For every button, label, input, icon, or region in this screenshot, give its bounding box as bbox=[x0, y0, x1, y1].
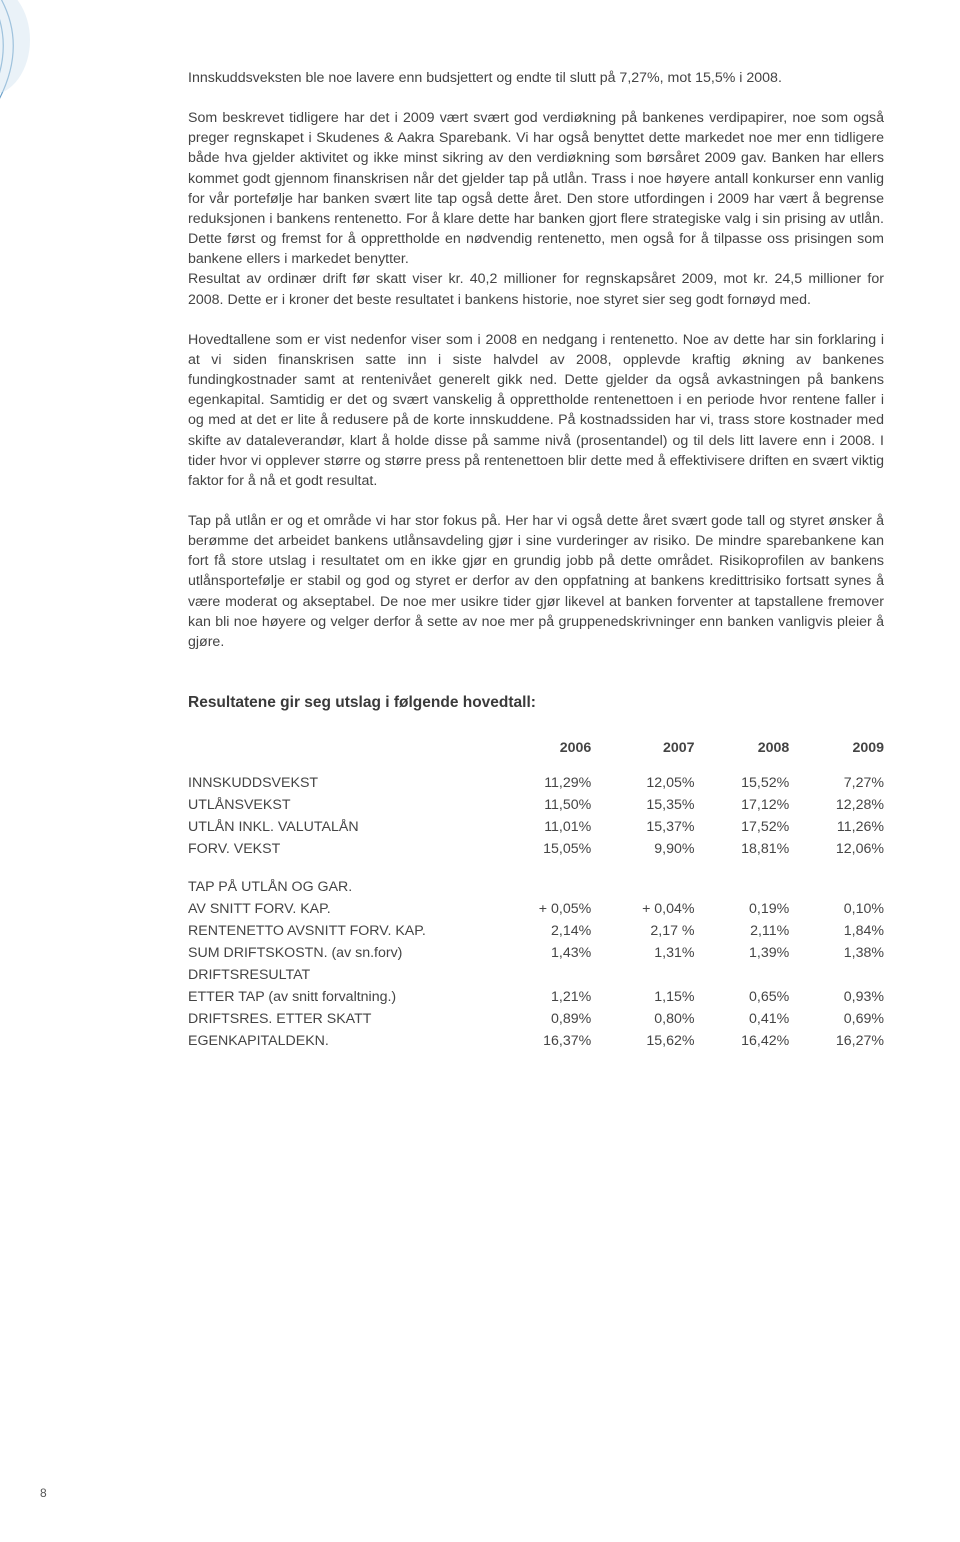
row-value: 1,38% bbox=[789, 942, 884, 964]
row-label: AV SNITT FORV. KAP. bbox=[188, 898, 488, 920]
row-label: ETTER TAP (av snitt forvaltning.) bbox=[188, 986, 488, 1008]
page-number: 8 bbox=[40, 1486, 47, 1500]
table-row: ETTER TAP (av snitt forvaltning.)1,21%1,… bbox=[188, 986, 884, 1008]
table-row: INNSKUDDSVEKST11,29%12,05%15,52%7,27% bbox=[188, 772, 884, 794]
row-value: + 0,05% bbox=[488, 898, 591, 920]
row-value: 17,52% bbox=[695, 816, 790, 838]
table-heading: Resultatene gir seg utslag i følgende ho… bbox=[188, 694, 884, 712]
row-value: 1,39% bbox=[695, 942, 790, 964]
paragraph-2: Som beskrevet tidligere har det i 2009 v… bbox=[188, 108, 884, 269]
row-value: 17,12% bbox=[695, 794, 790, 816]
row-value: 11,50% bbox=[488, 794, 591, 816]
paragraph-4: Hovedtallene som er vist nedenfor viser … bbox=[188, 330, 884, 491]
row-value bbox=[789, 876, 884, 898]
side-ornament bbox=[0, 0, 70, 120]
row-value: 16,42% bbox=[695, 1030, 790, 1052]
row-label: TAP PÅ UTLÅN OG GAR. bbox=[188, 876, 488, 898]
row-value: 15,62% bbox=[591, 1030, 694, 1052]
table-spacer bbox=[188, 860, 884, 876]
row-value bbox=[488, 964, 591, 986]
row-value bbox=[591, 964, 694, 986]
row-value: 15,37% bbox=[591, 816, 694, 838]
row-value: 12,28% bbox=[789, 794, 884, 816]
row-value: 0,19% bbox=[695, 898, 790, 920]
row-value: 2,11% bbox=[695, 920, 790, 942]
row-value: 2,14% bbox=[488, 920, 591, 942]
table-row: AV SNITT FORV. KAP.+ 0,05%+ 0,04%0,19%0,… bbox=[188, 898, 884, 920]
row-value: 1,21% bbox=[488, 986, 591, 1008]
row-value: 0,89% bbox=[488, 1008, 591, 1030]
row-value bbox=[789, 964, 884, 986]
row-value: 0,65% bbox=[695, 986, 790, 1008]
row-value: 0,93% bbox=[789, 986, 884, 1008]
table-header-row: 2006 2007 2008 2009 bbox=[188, 736, 884, 772]
table-header-empty bbox=[188, 736, 488, 772]
row-label: UTLÅNSVEKST bbox=[188, 794, 488, 816]
row-label: EGENKAPITALDEKN. bbox=[188, 1030, 488, 1052]
row-value: 12,06% bbox=[789, 838, 884, 860]
paragraph-1: Innskuddsveksten ble noe lavere enn buds… bbox=[188, 68, 884, 88]
row-value: + 0,04% bbox=[591, 898, 694, 920]
table-row: RENTENETTO AVSNITT FORV. KAP.2,14%2,17 %… bbox=[188, 920, 884, 942]
table-row: EGENKAPITALDEKN.16,37%15,62%16,42%16,27% bbox=[188, 1030, 884, 1052]
row-label: FORV. VEKST bbox=[188, 838, 488, 860]
row-value: 9,90% bbox=[591, 838, 694, 860]
row-value: 18,81% bbox=[695, 838, 790, 860]
table-row: DRIFTSRES. ETTER SKATT0,89%0,80%0,41%0,6… bbox=[188, 1008, 884, 1030]
row-label: SUM DRIFTSKOSTN. (av sn.forv) bbox=[188, 942, 488, 964]
table-row: TAP PÅ UTLÅN OG GAR. bbox=[188, 876, 884, 898]
col-2007: 2007 bbox=[591, 736, 694, 772]
table-row: FORV. VEKST15,05%9,90%18,81%12,06% bbox=[188, 838, 884, 860]
row-value: 1,31% bbox=[591, 942, 694, 964]
row-label: RENTENETTO AVSNITT FORV. KAP. bbox=[188, 920, 488, 942]
table-row: DRIFTSRESULTAT bbox=[188, 964, 884, 986]
results-table: 2006 2007 2008 2009 INNSKUDDSVEKST11,29%… bbox=[188, 736, 884, 1052]
table-row: SUM DRIFTSKOSTN. (av sn.forv)1,43%1,31%1… bbox=[188, 942, 884, 964]
row-value: 1,84% bbox=[789, 920, 884, 942]
paragraph-3: Resultat av ordinær drift før skatt vise… bbox=[188, 269, 884, 309]
row-label: UTLÅN INKL. VALUTALÅN bbox=[188, 816, 488, 838]
content-area: Innskuddsveksten ble noe lavere enn buds… bbox=[188, 68, 884, 1052]
row-value: 15,52% bbox=[695, 772, 790, 794]
row-value: 0,10% bbox=[789, 898, 884, 920]
row-value: 7,27% bbox=[789, 772, 884, 794]
row-label: DRIFTSRES. ETTER SKATT bbox=[188, 1008, 488, 1030]
row-value bbox=[591, 876, 694, 898]
row-value: 0,80% bbox=[591, 1008, 694, 1030]
row-label: DRIFTSRESULTAT bbox=[188, 964, 488, 986]
row-value: 11,26% bbox=[789, 816, 884, 838]
paragraph-5: Tap på utlån er og et område vi har stor… bbox=[188, 511, 884, 652]
row-value bbox=[695, 876, 790, 898]
row-label: INNSKUDDSVEKST bbox=[188, 772, 488, 794]
row-value bbox=[695, 964, 790, 986]
row-value: 16,27% bbox=[789, 1030, 884, 1052]
row-value: 12,05% bbox=[591, 772, 694, 794]
col-2008: 2008 bbox=[695, 736, 790, 772]
row-value: 1,15% bbox=[591, 986, 694, 1008]
row-value: 11,29% bbox=[488, 772, 591, 794]
row-value: 2,17 % bbox=[591, 920, 694, 942]
row-value: 15,35% bbox=[591, 794, 694, 816]
table-row: UTLÅN INKL. VALUTALÅN11,01%15,37%17,52%1… bbox=[188, 816, 884, 838]
row-value bbox=[488, 876, 591, 898]
col-2006: 2006 bbox=[488, 736, 591, 772]
row-value: 11,01% bbox=[488, 816, 591, 838]
row-value: 1,43% bbox=[488, 942, 591, 964]
row-value: 0,69% bbox=[789, 1008, 884, 1030]
row-value: 0,41% bbox=[695, 1008, 790, 1030]
table-row: UTLÅNSVEKST11,50%15,35%17,12%12,28% bbox=[188, 794, 884, 816]
col-2009: 2009 bbox=[789, 736, 884, 772]
row-value: 16,37% bbox=[488, 1030, 591, 1052]
row-value: 15,05% bbox=[488, 838, 591, 860]
